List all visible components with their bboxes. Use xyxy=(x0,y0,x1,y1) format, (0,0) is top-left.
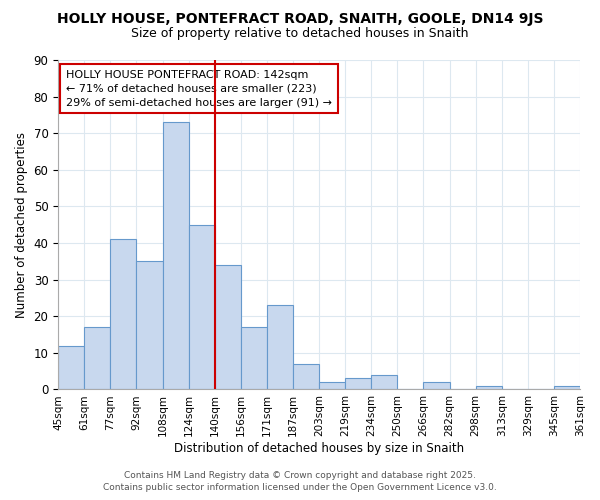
Bar xyxy=(424,382,449,390)
Bar xyxy=(163,122,188,390)
Bar xyxy=(267,306,293,390)
Bar xyxy=(58,346,84,390)
X-axis label: Distribution of detached houses by size in Snaith: Distribution of detached houses by size … xyxy=(174,442,464,455)
Text: HOLLY HOUSE PONTEFRACT ROAD: 142sqm
← 71% of detached houses are smaller (223)
2: HOLLY HOUSE PONTEFRACT ROAD: 142sqm ← 71… xyxy=(66,70,332,108)
Bar xyxy=(241,327,267,390)
Bar xyxy=(188,224,215,390)
Bar xyxy=(476,386,502,390)
Bar xyxy=(293,364,319,390)
Bar xyxy=(554,386,580,390)
Text: HOLLY HOUSE, PONTEFRACT ROAD, SNAITH, GOOLE, DN14 9JS: HOLLY HOUSE, PONTEFRACT ROAD, SNAITH, GO… xyxy=(57,12,543,26)
Text: Contains HM Land Registry data © Crown copyright and database right 2025.
Contai: Contains HM Land Registry data © Crown c… xyxy=(103,471,497,492)
Bar xyxy=(345,378,371,390)
Bar xyxy=(136,262,163,390)
Bar xyxy=(84,327,110,390)
Y-axis label: Number of detached properties: Number of detached properties xyxy=(15,132,28,318)
Text: Size of property relative to detached houses in Snaith: Size of property relative to detached ho… xyxy=(131,28,469,40)
Bar xyxy=(371,375,397,390)
Bar xyxy=(110,240,136,390)
Bar xyxy=(215,265,241,390)
Bar xyxy=(319,382,345,390)
